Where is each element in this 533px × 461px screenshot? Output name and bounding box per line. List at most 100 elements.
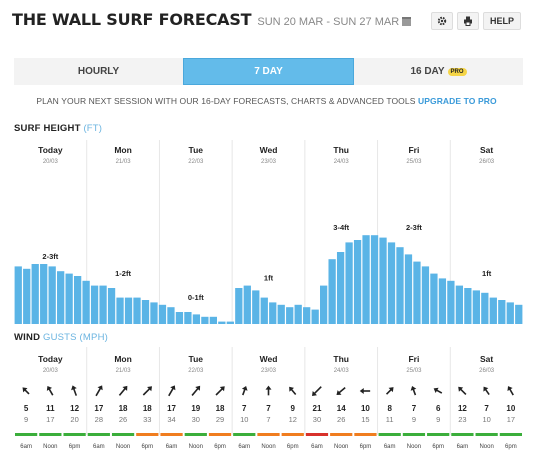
surf-bar: [362, 235, 370, 324]
wind-arrow-shaft: [338, 387, 346, 394]
day-date: 24/03: [334, 159, 350, 165]
wind-arrow-shaft: [290, 388, 297, 396]
tab-16-day[interactable]: 16 DAY PRO: [354, 58, 523, 85]
surf-bar: [235, 288, 243, 324]
day-name: Thu: [333, 354, 349, 364]
wind-speed: 8: [387, 404, 392, 413]
wind-rating-bar: [281, 433, 304, 436]
print-button[interactable]: [456, 12, 479, 30]
surf-bar: [82, 280, 90, 324]
surf-bar: [320, 285, 328, 324]
surf-bar: [345, 242, 353, 324]
day-date: 25/03: [406, 368, 422, 374]
wind-arrow-shaft: [313, 386, 322, 395]
wind-time-label: 6pm: [432, 444, 444, 450]
wind-gust: 11: [386, 415, 394, 424]
surf-range-label: 1-2ft: [115, 269, 131, 278]
wind-gust: 26: [119, 415, 127, 424]
wind-arrow-head: [312, 391, 317, 396]
wind-time-label: Noon: [407, 444, 421, 450]
wind-time-label: 6am: [238, 444, 250, 450]
settings-button[interactable]: [430, 12, 453, 30]
surf-range-label: 0-1ft: [188, 293, 204, 302]
surf-bar: [133, 297, 141, 324]
day-name: Fri: [408, 145, 419, 155]
surf-bar: [379, 237, 387, 324]
day-name: Wed: [260, 354, 278, 364]
day-date: 25/03: [406, 159, 422, 165]
wind-speed: 10: [506, 404, 515, 413]
wind-arrow-head: [147, 386, 153, 392]
wind-speed: 14: [337, 404, 346, 413]
surf-bar: [107, 288, 116, 324]
wind-arrow-head: [458, 386, 464, 392]
surf-bar: [218, 321, 226, 324]
day-name: Fri: [408, 354, 419, 364]
wind-gust: 17: [46, 415, 54, 424]
wind-speed: 6: [436, 404, 441, 413]
wind-direction-arrow-icon: [241, 385, 248, 396]
surf-bar: [370, 235, 379, 324]
wind-rating-bar: [451, 433, 474, 436]
wind-arrow-head: [433, 387, 439, 393]
wind-arrow-shaft: [24, 388, 30, 395]
wind-speed: 7: [242, 404, 247, 413]
wind-speed: 10: [361, 404, 370, 413]
page-title: THE WALL SURF FORECAST: [12, 10, 252, 29]
surf-bar: [489, 297, 497, 324]
wind-time-label: Noon: [43, 444, 57, 450]
wind-arrow-head: [170, 385, 176, 391]
calendar-icon[interactable]: [402, 17, 412, 26]
surf-bar: [336, 252, 345, 324]
surf-bar: [65, 273, 73, 324]
wind-rating-bar: [15, 433, 38, 436]
wind-time-label: 6pm: [360, 444, 372, 450]
date-range[interactable]: SUN 20 MAR - SUN 27 MAR: [257, 16, 412, 28]
wind-gust: 10: [240, 415, 248, 424]
wind-speed: 17: [94, 404, 103, 413]
surf-bar: [286, 307, 294, 324]
wind-arrow-head: [265, 385, 272, 390]
wind-arrow-shaft: [435, 389, 443, 394]
surf-bar: [396, 247, 404, 324]
surf-unit: (FT): [83, 123, 103, 134]
day-date: 22/03: [188, 368, 204, 374]
wind-gust: 7: [266, 415, 270, 424]
surf-bar: [99, 285, 107, 324]
wind-time-label: Noon: [479, 444, 493, 450]
wind-rating-bar: [63, 433, 86, 436]
surf-bar: [455, 285, 464, 324]
wind-time-label: 6pm: [214, 444, 226, 450]
day-date: 22/03: [188, 159, 204, 165]
wind-direction-arrow-icon: [168, 385, 176, 397]
wind-arrow-head: [22, 387, 28, 393]
tab-7-day[interactable]: 7 DAY: [183, 58, 354, 85]
surf-bar: [141, 300, 150, 324]
tab-label: 7 DAY: [254, 66, 283, 77]
wind-gust: 20: [70, 415, 78, 424]
surf-bar: [184, 312, 192, 324]
surf-bar: [201, 316, 209, 324]
wind-rating-bar: [208, 433, 232, 436]
surf-bar: [57, 271, 65, 324]
upgrade-link[interactable]: UPGRADE TO PRO: [417, 96, 497, 106]
wind-direction-arrow-icon: [71, 385, 78, 396]
wind-speed: 18: [216, 404, 225, 413]
surf-bar: [167, 307, 175, 324]
wind-heading: WIND GUSTS (MPH): [14, 332, 108, 343]
surf-bar: [158, 304, 167, 324]
wind-time-label: 6pm: [69, 444, 81, 450]
wind-title: WIND: [14, 332, 41, 343]
surf-bar: [277, 304, 285, 324]
day-name: Today: [38, 354, 63, 364]
surf-bar: [311, 309, 319, 324]
surf-bar: [303, 307, 311, 324]
surf-bar: [124, 297, 133, 324]
wind-rating-bar: [257, 433, 280, 436]
wind-rating-bar: [136, 433, 159, 436]
day-name: Sat: [480, 145, 493, 155]
help-button[interactable]: HELP: [482, 12, 521, 30]
day-date: 23/03: [261, 159, 277, 165]
wind-direction-arrow-icon: [458, 386, 467, 396]
tab-hourly[interactable]: HOURLY: [14, 58, 183, 85]
